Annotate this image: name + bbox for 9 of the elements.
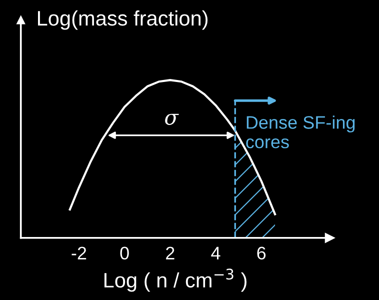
x-tick-label: 4	[211, 246, 220, 260]
x-tick-label: 0	[120, 246, 129, 260]
y-axis-title: Log(mass fraction)	[38, 10, 208, 30]
annotation: σ	[165, 114, 179, 125]
x-axis-title: Log ( n / cm$^{−3}$ )	[104, 268, 246, 292]
x-tick-label: 6	[257, 246, 266, 260]
x-tick-label: -2	[72, 246, 86, 260]
ref-line-label: Dense SF-ing cores	[246, 116, 355, 148]
x-tick-label: 2	[166, 246, 174, 260]
